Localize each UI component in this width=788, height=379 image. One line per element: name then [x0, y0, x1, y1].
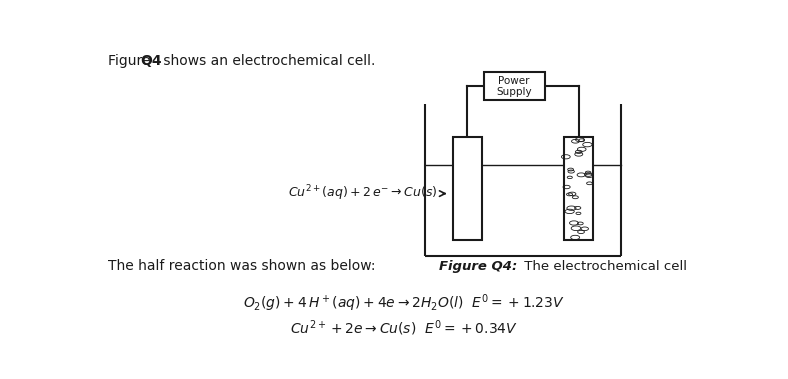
Bar: [484, 72, 545, 100]
Text: Figure: Figure: [108, 54, 154, 68]
Text: Figure Q4:: Figure Q4:: [439, 260, 517, 273]
Text: The electrochemical cell: The electrochemical cell: [520, 260, 687, 273]
Text: Q4: Q4: [140, 54, 162, 68]
Text: $Cu^{2+}(aq) + 2\,e^{-} \rightarrow Cu(s)$: $Cu^{2+}(aq) + 2\,e^{-} \rightarrow Cu(s…: [288, 184, 437, 204]
Bar: [564, 138, 593, 240]
Bar: [452, 138, 482, 240]
Text: shows an electrochemical cell.: shows an electrochemical cell.: [159, 54, 375, 68]
Text: $Cu^{2+} + 2e \rightarrow Cu(s)$  $E^0 = +0.34V$: $Cu^{2+} + 2e \rightarrow Cu(s)$ $E^0 = …: [290, 318, 518, 338]
Text: $O_2(g) + 4\,H^+(aq) + 4e \rightarrow 2H_2O(l)$  $E^0 = +1.23V$: $O_2(g) + 4\,H^+(aq) + 4e \rightarrow 2H…: [243, 292, 564, 314]
Text: Power
Supply: Power Supply: [496, 75, 532, 97]
Text: The half reaction was shown as below:: The half reaction was shown as below:: [108, 258, 375, 273]
